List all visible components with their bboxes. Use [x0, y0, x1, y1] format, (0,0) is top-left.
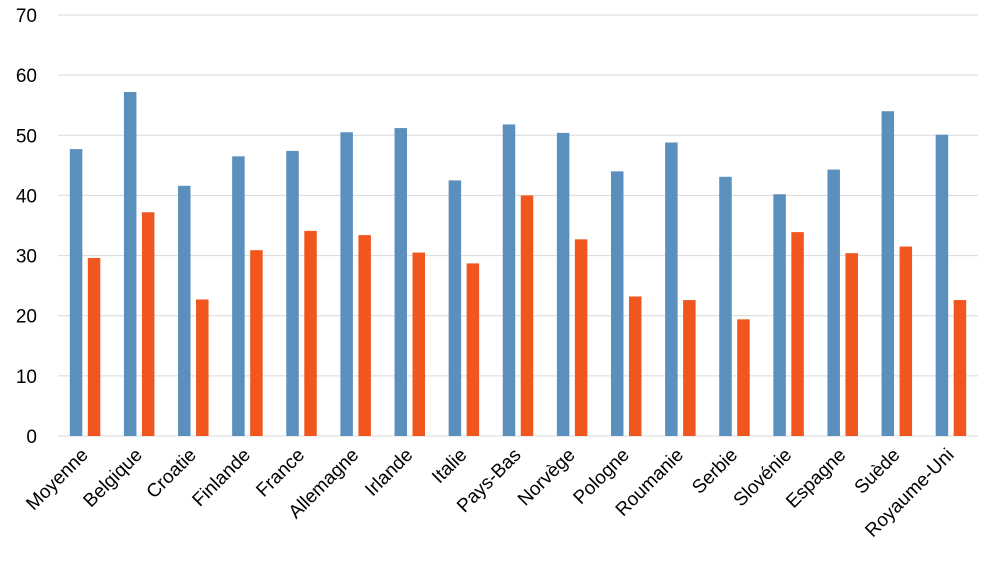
- x-tick-label: Moyenne: [22, 445, 92, 515]
- bar-series-1: [502, 124, 516, 437]
- y-axis: 0 10 20 30 40 50 60 70: [16, 6, 37, 448]
- bar-series-2: [520, 195, 534, 436]
- bar-series-2: [466, 263, 480, 436]
- bar-series-1: [394, 128, 408, 436]
- x-tick-label: Belgique: [80, 445, 147, 512]
- bar-series-2: [141, 212, 155, 436]
- bar-series-1: [773, 194, 786, 436]
- x-tick-label: Norvège: [514, 445, 580, 511]
- x-tick-label: Italie: [428, 445, 471, 488]
- bar-series-2: [683, 300, 696, 436]
- bar-series-1: [69, 149, 83, 436]
- x-tick-label: Irlande: [361, 445, 417, 501]
- bar-series-1: [935, 134, 949, 437]
- bar-series-1: [178, 185, 191, 436]
- x-tick-label: Serbie: [688, 445, 742, 499]
- x-tick-label: Finlande: [189, 445, 255, 511]
- bar-series-2: [791, 232, 804, 436]
- bar-series-2: [250, 250, 263, 436]
- bar-series-1: [340, 132, 353, 436]
- bar-series-2: [899, 246, 913, 436]
- bar-series-1: [286, 150, 299, 436]
- y-tick-label: 10: [16, 367, 37, 388]
- x-axis: MoyenneBelgiqueCroatieFinlandeFranceAlle…: [22, 445, 958, 542]
- bar-series-2: [953, 300, 967, 436]
- bar-series-1: [719, 176, 732, 436]
- bar-series-1: [610, 171, 624, 436]
- y-tick-label: 20: [16, 307, 37, 328]
- y-tick-label: 60: [16, 66, 37, 87]
- bar-series-1: [827, 169, 840, 436]
- bar-series-1: [232, 156, 245, 437]
- bars: [69, 91, 967, 437]
- y-tick-label: 30: [16, 247, 37, 268]
- bar-series-2: [574, 239, 588, 436]
- x-tick-label: Espagne: [782, 445, 850, 513]
- bar-series-1: [665, 142, 678, 436]
- bar-series-2: [87, 257, 101, 436]
- bar-series-2: [358, 235, 371, 436]
- bar-series-2: [737, 319, 750, 436]
- bar-series-1: [123, 91, 137, 437]
- y-tick-label: 70: [16, 6, 37, 27]
- bar-series-2: [628, 296, 642, 436]
- bar-series-2: [412, 252, 426, 436]
- y-tick-label: 40: [16, 186, 37, 207]
- bar-series-1: [448, 180, 462, 436]
- x-tick-label: Suède: [851, 445, 905, 499]
- gridlines: [58, 14, 978, 437]
- bar-series-1: [556, 132, 570, 436]
- bar-series-2: [845, 253, 858, 436]
- bar-series-2: [304, 230, 317, 436]
- y-tick-label: 0: [26, 427, 37, 448]
- y-tick-label: 50: [16, 126, 37, 147]
- bar-series-1: [881, 111, 895, 436]
- bar-series-2: [196, 299, 209, 436]
